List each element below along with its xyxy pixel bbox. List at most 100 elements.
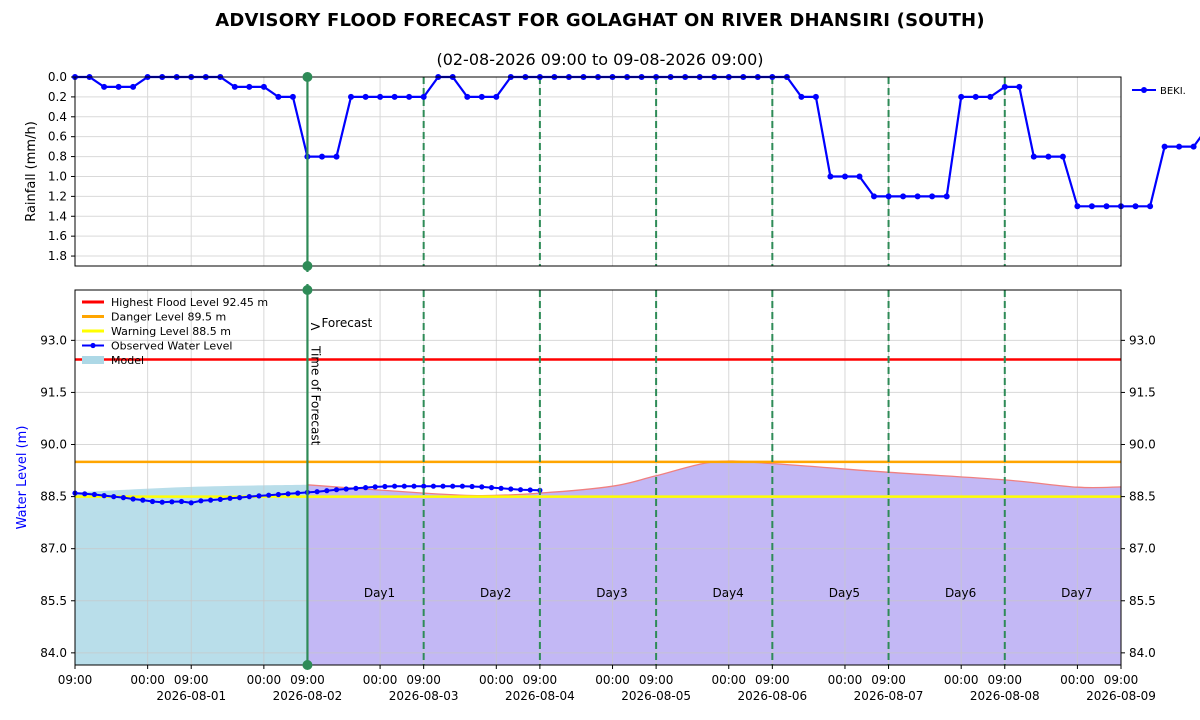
rainfall-legend-marker bbox=[1141, 87, 1147, 93]
x-tick-time-label: 09:00 bbox=[755, 673, 790, 687]
x-tick-time-label: 09:00 bbox=[174, 673, 209, 687]
water-level-y-tick-label: 90.0 bbox=[40, 438, 67, 452]
water-level-y-tick-label: 93.0 bbox=[40, 333, 67, 347]
legend-label: Model bbox=[111, 354, 144, 367]
x-tick-date-label: 2026-08-01 bbox=[156, 689, 226, 703]
rainfall-y-tick-label: 0.2 bbox=[48, 90, 67, 104]
rainfall-y-tick-label: 0.8 bbox=[48, 150, 67, 164]
rainfall-plot: 0.0 0.2 0.4 0.6 0.8 1.0 1.2 1.4 1.6 1.8 Rainfall … bbox=[24, 70, 1200, 267]
observed-point bbox=[363, 485, 369, 491]
day-label: Day2 bbox=[480, 586, 511, 600]
rainfall-point bbox=[1176, 143, 1183, 150]
rainfall-point bbox=[478, 93, 485, 100]
time-of-forecast-marker bbox=[302, 72, 313, 670]
rainfall-point bbox=[1103, 203, 1110, 210]
observed-point bbox=[372, 484, 378, 490]
rainfall-point bbox=[275, 93, 282, 100]
observed-point bbox=[140, 497, 146, 503]
observed-point bbox=[198, 498, 204, 504]
time-of-forecast-dot bbox=[302, 285, 313, 295]
x-tick-time-label: 09:00 bbox=[987, 673, 1022, 687]
legend-label: Danger Level 89.5 m bbox=[111, 311, 226, 324]
rainfall-point bbox=[1030, 153, 1037, 160]
water-level-y-tick-label-right: 90.0 bbox=[1129, 438, 1156, 452]
rainfall-y-axis-label: Rainfall (mm/h) bbox=[24, 121, 39, 222]
rainfall-point bbox=[914, 193, 921, 200]
observed-point bbox=[324, 488, 330, 494]
x-tick-time-label: 00:00 bbox=[944, 673, 979, 687]
time-of-forecast-dot bbox=[302, 72, 313, 82]
water-level-y-tick-label-right: 84.0 bbox=[1129, 646, 1156, 660]
rainfall-day-lines bbox=[422, 77, 1006, 266]
water-level-y-tick-label-right: 85.5 bbox=[1129, 594, 1156, 608]
x-tick-time-label: 00:00 bbox=[363, 673, 398, 687]
rainfall-point bbox=[1001, 83, 1008, 90]
x-tick-date-label: 2026-08-06 bbox=[737, 689, 807, 703]
rainfall-point bbox=[130, 83, 137, 90]
observed-point bbox=[469, 483, 475, 490]
time-of-forecast-dot bbox=[302, 660, 313, 670]
rainfall-y-tick-label: 1.0 bbox=[48, 169, 67, 183]
x-tick-time-label: 09:00 bbox=[406, 673, 441, 687]
observed-point bbox=[91, 491, 97, 498]
rainfall-point bbox=[1088, 203, 1095, 210]
rainfall-point bbox=[1045, 153, 1052, 160]
time-of-forecast-label: Time of Forecast bbox=[308, 345, 322, 446]
rainfall-legend: BEKI. bbox=[1132, 86, 1186, 97]
legend-label: Observed Water Level bbox=[111, 340, 232, 353]
legend-marker bbox=[90, 342, 96, 349]
water-level-y-tick-label: 88.5 bbox=[40, 490, 67, 504]
x-tick-date-label: 2026-08-05 bbox=[621, 689, 691, 703]
observed-water-level-points bbox=[72, 483, 543, 506]
x-tick-date-label: 2026-08-02 bbox=[273, 689, 343, 703]
time-x-ticks: 09:00 00:00 09:00 00:00 09:00 00:00 09:00 00:00… bbox=[58, 665, 1156, 703]
rainfall-point bbox=[464, 93, 471, 100]
x-tick-time-label: 09:00 bbox=[290, 673, 325, 687]
panel-gap-mask bbox=[304, 272, 311, 284]
x-tick-time-label: 09:00 bbox=[58, 673, 93, 687]
rainfall-point bbox=[812, 93, 819, 100]
x-tick-time-label: 00:00 bbox=[1060, 673, 1095, 687]
observed-point bbox=[227, 495, 233, 501]
rainfall-y-tick-label: 0.4 bbox=[48, 110, 67, 124]
x-tick-time-label: 00:00 bbox=[130, 673, 165, 687]
x-tick-time-label: 00:00 bbox=[247, 673, 282, 687]
day-label: Day6 bbox=[945, 586, 976, 600]
rainfall-legend-label: BEKI. bbox=[1160, 86, 1186, 97]
rainfall-y-ticks: 0.0 0.2 0.4 0.6 0.8 1.0 1.2 1.4 1.6 1.8 bbox=[48, 70, 75, 263]
rainfall-point bbox=[900, 193, 907, 200]
rainfall-y-tick-label: 1.2 bbox=[48, 189, 67, 203]
observed-point bbox=[169, 499, 175, 505]
legend-label: Warning Level 88.5 m bbox=[111, 325, 231, 338]
rainfall-y-tick-label: 0.0 bbox=[48, 70, 67, 84]
rainfall-point bbox=[1161, 143, 1168, 150]
rainfall-y-tick-label: 1.4 bbox=[48, 209, 67, 223]
x-tick-time-label: 00:00 bbox=[711, 673, 746, 687]
observed-point bbox=[488, 485, 495, 491]
x-tick-time-label: 09:00 bbox=[871, 673, 906, 687]
rainfall-point bbox=[1016, 83, 1023, 90]
rainfall-point bbox=[856, 173, 863, 180]
observed-point bbox=[440, 483, 446, 489]
page-subtitle: (02-08-2026 09:00 to 09-08-2026 09:00) bbox=[436, 50, 764, 69]
page-title: ADVISORY FLOOD FORECAST FOR GOLAGHAT ON … bbox=[215, 10, 985, 31]
day-label: Day3 bbox=[596, 586, 627, 600]
rainfall-point bbox=[929, 193, 936, 200]
observed-point bbox=[130, 496, 136, 502]
water-level-y-tick-label-right: 93.0 bbox=[1129, 333, 1156, 347]
observed-point bbox=[392, 483, 398, 489]
observed-point bbox=[498, 485, 504, 491]
rainfall-point bbox=[246, 83, 253, 90]
x-tick-time-label: 09:00 bbox=[523, 673, 558, 687]
observed-point bbox=[208, 497, 214, 503]
observed-point bbox=[149, 498, 156, 505]
rainfall-point bbox=[115, 83, 122, 90]
observed-point bbox=[314, 489, 320, 495]
observed-point bbox=[217, 496, 223, 502]
rainfall-point bbox=[958, 93, 965, 100]
x-tick-time-label: 00:00 bbox=[828, 673, 863, 687]
observed-point bbox=[353, 485, 359, 491]
rainfall-point bbox=[420, 93, 427, 100]
observed-point bbox=[188, 500, 194, 506]
